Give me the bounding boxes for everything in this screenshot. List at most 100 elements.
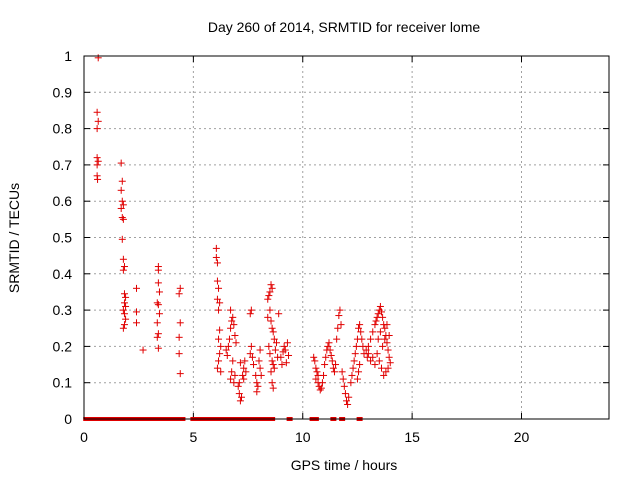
data-point — [385, 332, 393, 340]
data-point — [268, 284, 276, 292]
data-points — [93, 54, 394, 408]
data-point — [355, 324, 363, 332]
axis-ticks: 00.10.20.30.40.50.60.70.80.910 5 10 15 20 — [53, 48, 609, 445]
data-point — [353, 375, 361, 383]
data-point — [229, 313, 237, 321]
data-point — [383, 321, 391, 329]
data-point — [379, 313, 387, 321]
data-point — [241, 357, 249, 365]
data-point — [383, 339, 391, 347]
data-point — [334, 324, 342, 332]
data-point — [216, 299, 224, 307]
data-point — [240, 364, 248, 372]
data-point — [266, 288, 274, 296]
data-point — [335, 312, 343, 320]
data-point — [278, 361, 286, 369]
grid — [84, 56, 609, 419]
data-point — [327, 351, 335, 359]
data-point — [312, 375, 320, 383]
data-point — [275, 310, 283, 318]
data-point — [344, 400, 352, 408]
data-point — [312, 364, 320, 372]
data-point — [155, 288, 163, 296]
data-point — [317, 384, 325, 392]
x-tick-label: 0 — [80, 429, 88, 445]
data-point — [316, 386, 324, 394]
data-point — [242, 368, 250, 376]
y-tick-label: 1 — [64, 48, 72, 64]
x-axis-label: GPS time / hours — [291, 457, 398, 473]
data-point — [240, 375, 248, 383]
data-point — [266, 350, 274, 358]
data-point — [256, 364, 264, 372]
data-point — [122, 315, 130, 323]
data-point — [213, 259, 221, 267]
data-point — [311, 357, 319, 365]
data-point — [153, 319, 161, 327]
data-point — [119, 306, 127, 314]
data-point — [153, 299, 161, 307]
x-tick-label: 20 — [514, 429, 530, 445]
data-point — [264, 313, 272, 321]
data-point — [277, 353, 285, 361]
data-point — [120, 290, 128, 298]
data-point — [310, 353, 318, 361]
data-point — [227, 375, 235, 383]
data-point — [213, 364, 221, 372]
data-point — [228, 317, 236, 325]
data-point — [93, 125, 101, 133]
data-point — [215, 357, 223, 365]
data-point — [175, 290, 183, 298]
data-point — [270, 335, 278, 343]
data-point — [325, 339, 333, 347]
data-point — [356, 321, 364, 329]
data-point — [239, 371, 247, 379]
y-tick-label: 0.4 — [53, 266, 73, 282]
data-point — [118, 197, 126, 205]
data-point — [313, 368, 321, 376]
data-point — [356, 361, 364, 369]
data-point — [374, 310, 382, 318]
data-point — [373, 350, 381, 358]
data-point — [280, 342, 288, 350]
data-point — [358, 335, 366, 343]
y-tick-label: 0.1 — [53, 375, 73, 391]
data-point — [94, 54, 102, 62]
data-point — [376, 302, 384, 310]
data-point — [385, 353, 393, 361]
y-tick-label: 0.8 — [53, 121, 73, 137]
data-point — [378, 308, 385, 316]
data-point — [117, 159, 125, 167]
data-point — [119, 324, 127, 332]
data-point — [231, 332, 239, 340]
data-point — [120, 263, 128, 271]
data-point — [372, 317, 380, 325]
data-point — [120, 321, 128, 329]
data-point — [247, 342, 255, 350]
data-point — [117, 186, 125, 194]
x-tick-label: 10 — [295, 429, 311, 445]
data-point — [118, 235, 126, 243]
data-point — [330, 368, 338, 376]
data-point — [362, 346, 370, 354]
y-tick-label: 0.7 — [53, 157, 73, 173]
data-point — [343, 397, 350, 405]
data-point — [253, 388, 261, 396]
data-point — [94, 117, 102, 125]
data-point — [371, 361, 379, 369]
data-point — [175, 350, 183, 358]
data-point — [230, 321, 238, 329]
data-point — [282, 359, 290, 367]
data-point — [229, 357, 237, 365]
data-point — [93, 161, 101, 169]
y-tick-label: 0.5 — [53, 230, 73, 246]
y-axis-label: SRMTID / TECUs — [6, 183, 22, 293]
data-point — [250, 361, 258, 369]
data-point — [118, 214, 126, 222]
y-tick-label: 0.2 — [53, 338, 73, 354]
data-point — [225, 335, 233, 343]
data-point — [154, 266, 162, 274]
data-point — [212, 253, 220, 261]
data-point — [273, 339, 280, 347]
